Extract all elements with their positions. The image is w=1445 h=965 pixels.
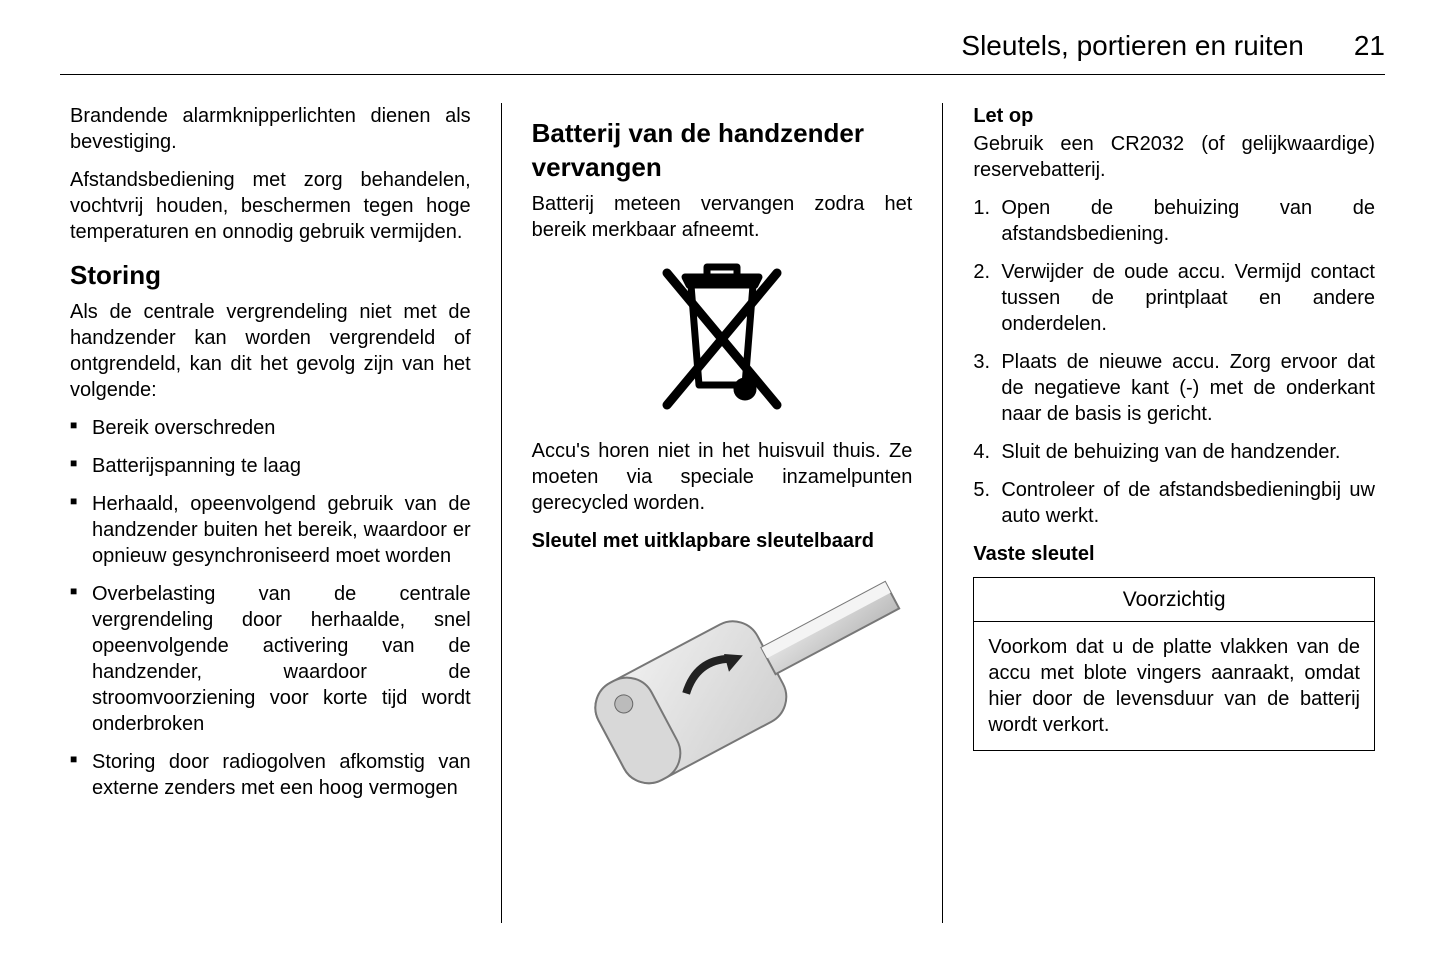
heading-storing: Storing bbox=[70, 259, 471, 293]
content-columns: Brandende alarmknipperlichten dienen als… bbox=[60, 103, 1385, 923]
caution-body: Voorkom dat u de platte vlakken van de a… bbox=[974, 622, 1374, 750]
battery-steps-list: 1.Open de behuizing van de afstandsbedie… bbox=[973, 195, 1375, 529]
column-3: Let op Gebruik een CR2032 (of gelijkwaar… bbox=[943, 103, 1385, 923]
paragraph: Als de centrale vergrendeling niet met d… bbox=[70, 299, 471, 403]
paragraph: Accu's horen niet in het huisvuil thuis.… bbox=[532, 438, 913, 516]
paragraph: Brandende alarmknipperlichten dienen als… bbox=[70, 103, 471, 155]
folding-key-icon bbox=[532, 562, 913, 839]
heading-folding-key: Sleutel met uitklapbare sleutelbaard bbox=[532, 528, 913, 554]
step-text: Open de behuizing van de afstandsbedieni… bbox=[1001, 197, 1375, 245]
fault-causes-list: Bereik overschreden Batterijspanning te … bbox=[70, 415, 471, 801]
note-title: Let op bbox=[973, 103, 1375, 129]
step-text: Plaats de nieuwe accu. Zorg ervoor dat d… bbox=[1001, 351, 1375, 425]
caution-box: Voorzichtig Voorkom dat u de platte vlak… bbox=[973, 577, 1375, 751]
page-header: Sleutels, portieren en ruiten 21 bbox=[60, 30, 1385, 75]
list-item: 2.Verwijder de oude accu. Vermijd contac… bbox=[973, 259, 1375, 337]
column-2: Batterij van de handzender vervangen Bat… bbox=[502, 103, 944, 923]
no-trash-bin-icon bbox=[532, 255, 913, 422]
list-item: Batterijspanning te laag bbox=[70, 453, 471, 479]
caution-title: Voorzichtig bbox=[974, 578, 1374, 622]
column-1: Brandende alarmknipperlichten dienen als… bbox=[60, 103, 502, 923]
list-item: 1.Open de behuizing van de afstandsbedie… bbox=[973, 195, 1375, 247]
note-body: Gebruik een CR2032 (of gelijkwaardige) r… bbox=[973, 131, 1375, 183]
paragraph: Batterij meteen vervangen zodra het bere… bbox=[532, 191, 913, 243]
paragraph: Afstandsbediening met zorg behandelen, v… bbox=[70, 167, 471, 245]
list-item: 4.Sluit de behuizing van de handzender. bbox=[973, 439, 1375, 465]
list-item: Bereik overschreden bbox=[70, 415, 471, 441]
chapter-title: Sleutels, portieren en ruiten bbox=[961, 30, 1303, 62]
step-text: Verwijder de oude accu. Vermijd contact … bbox=[1001, 261, 1375, 335]
page-number: 21 bbox=[1354, 30, 1385, 62]
list-item: Herhaald, opeenvolgend gebruik van de ha… bbox=[70, 491, 471, 569]
heading-battery-replace: Batterij van de handzender vervangen bbox=[532, 117, 913, 185]
step-text: Controleer of de afstandsbedieningbij uw… bbox=[1001, 479, 1375, 527]
step-text: Sluit de behuizing van de handzender. bbox=[1001, 441, 1340, 463]
list-item: 3.Plaats de nieuwe accu. Zorg ervoor dat… bbox=[973, 349, 1375, 427]
list-item: 5.Controleer of de afstandsbedieningbij … bbox=[973, 477, 1375, 529]
heading-fixed-key: Vaste sleutel bbox=[973, 541, 1375, 567]
list-item: Overbelasting van de centrale vergrendel… bbox=[70, 581, 471, 737]
list-item: Storing door radiogolven afkomstig van e… bbox=[70, 749, 471, 801]
